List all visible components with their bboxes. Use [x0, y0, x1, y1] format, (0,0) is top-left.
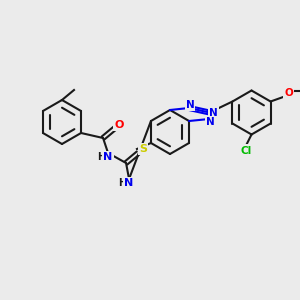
Text: O: O [284, 88, 293, 98]
Text: N: N [206, 117, 214, 127]
Text: O: O [114, 120, 124, 130]
Text: N: N [124, 178, 134, 188]
Text: S: S [139, 144, 147, 154]
Text: N: N [186, 100, 194, 110]
Text: H: H [118, 178, 126, 188]
Text: H: H [97, 152, 105, 162]
Text: N: N [103, 152, 113, 162]
Text: Cl: Cl [241, 146, 252, 155]
Text: N: N [209, 107, 218, 118]
